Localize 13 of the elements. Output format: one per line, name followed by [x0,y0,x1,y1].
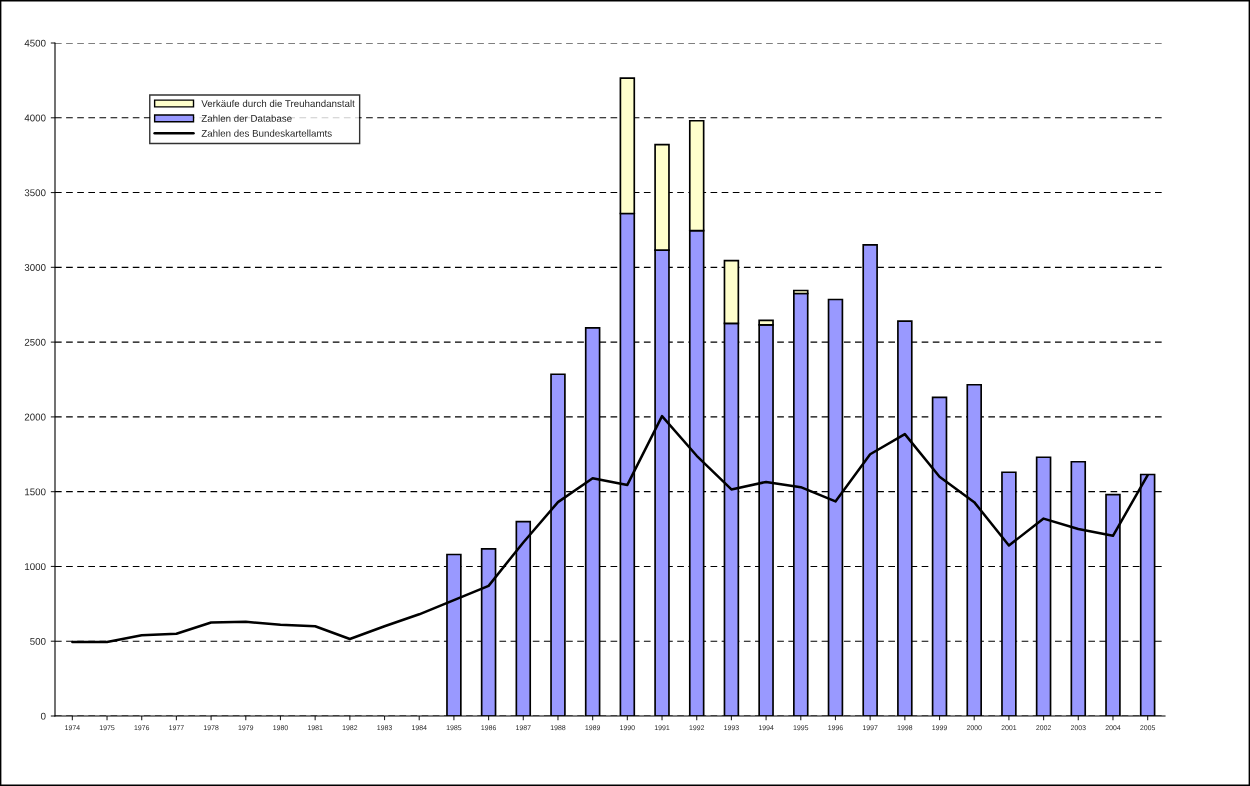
y-tick-label: 1000 [25,563,46,571]
legend-label: Zahlen der Database [201,114,292,122]
y-tick-label: 4000 [24,114,46,122]
y-tick-label: 3000 [24,264,46,271]
legend-label: Verkäufe durch die Treuhandanstalt [201,99,355,107]
legend-label: Zahlen des Bundeskartellamts [201,129,332,137]
y-tick-label: 4500 [24,39,46,47]
y-tick-label: 500 [30,637,46,645]
y-tick-label: 0 [40,712,46,720]
y-tick-label: 2000 [24,413,46,421]
y-tick-label: 3500 [24,189,46,197]
y-tick-label: 1500 [25,488,46,496]
y-tick-label: 2500 [24,338,46,346]
